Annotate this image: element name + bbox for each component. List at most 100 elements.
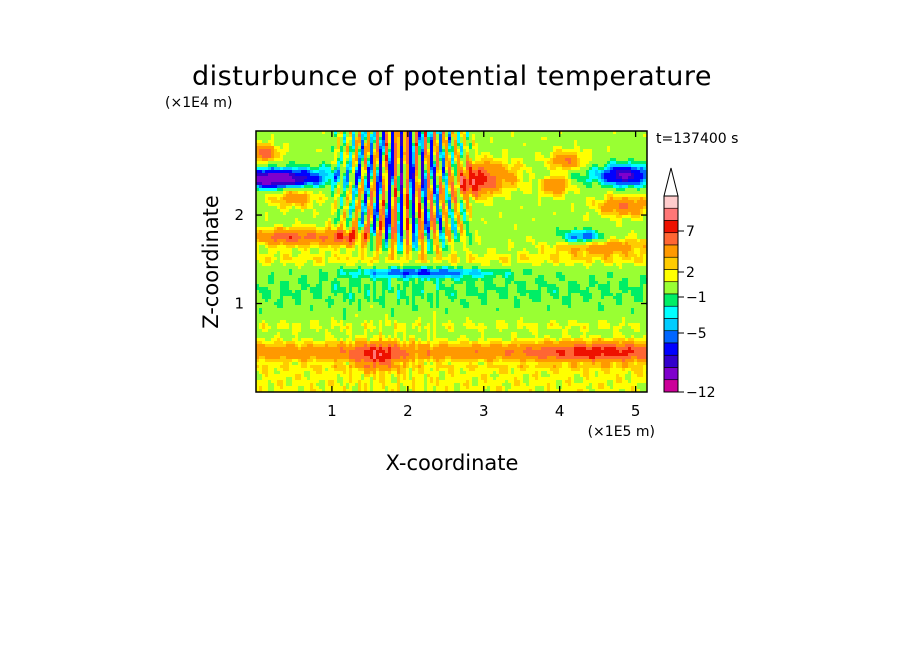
field-cell	[343, 218, 347, 222]
field-cell	[286, 221, 290, 225]
field-cell	[454, 131, 458, 135]
field-cell	[487, 203, 491, 207]
field-cell	[559, 173, 563, 177]
field-cell	[274, 206, 278, 210]
field-cell	[529, 167, 533, 171]
field-cell	[535, 242, 539, 246]
field-cell	[361, 167, 365, 171]
field-cell	[463, 170, 467, 174]
field-cell	[583, 167, 587, 171]
field-cell	[616, 224, 620, 228]
field-cell	[328, 173, 332, 177]
field-cell	[367, 182, 371, 186]
field-cell	[313, 164, 317, 168]
field-cell	[538, 200, 542, 204]
field-cell	[283, 245, 287, 249]
field-cell	[610, 239, 614, 243]
field-cell	[367, 185, 371, 189]
field-cell	[370, 230, 374, 234]
field-cell	[586, 239, 590, 243]
field-cell	[427, 215, 431, 219]
field-cell	[385, 167, 389, 171]
field-cell	[559, 188, 563, 192]
field-cell	[268, 170, 272, 174]
field-cell	[487, 194, 491, 198]
field-cell	[397, 191, 401, 195]
field-cell	[511, 239, 515, 243]
field-cell	[556, 236, 560, 240]
field-cell	[433, 194, 437, 198]
field-cell	[544, 188, 548, 192]
field-cell	[274, 218, 278, 222]
field-cell	[625, 182, 629, 186]
field-cell	[340, 173, 344, 177]
field-cell	[580, 233, 584, 237]
field-cell	[604, 209, 608, 213]
field-cell	[274, 239, 278, 243]
field-cell	[532, 143, 536, 147]
field-cell	[313, 179, 317, 183]
field-cell	[385, 176, 389, 180]
field-cell	[643, 185, 647, 189]
field-cell	[484, 173, 488, 177]
field-cell	[613, 179, 617, 183]
field-cell	[457, 149, 461, 153]
field-cell	[601, 140, 605, 144]
field-cell	[481, 137, 485, 141]
field-cell	[298, 227, 302, 231]
field-cell	[526, 191, 530, 195]
field-cell	[496, 170, 500, 174]
field-cell	[301, 164, 305, 168]
field-cell	[493, 185, 497, 189]
field-cell	[412, 176, 416, 180]
field-cell	[625, 167, 629, 171]
field-cell	[487, 158, 491, 162]
field-cell	[286, 242, 290, 246]
field-cell	[532, 134, 536, 138]
field-cell	[394, 173, 398, 177]
field-cell	[316, 152, 320, 156]
field-cell	[520, 221, 524, 225]
field-cell	[484, 152, 488, 156]
field-cell	[460, 221, 464, 225]
field-cell	[571, 215, 575, 219]
field-cell	[355, 188, 359, 192]
field-cell	[376, 191, 380, 195]
field-cell	[613, 242, 617, 246]
field-cell	[430, 200, 434, 204]
field-cell	[430, 188, 434, 192]
field-cell	[400, 137, 404, 141]
field-cell	[544, 179, 548, 183]
field-cell	[631, 170, 635, 174]
field-cell	[553, 143, 557, 147]
field-cell	[625, 215, 629, 219]
field-cell	[409, 143, 413, 147]
field-cell	[445, 200, 449, 204]
field-cell	[343, 185, 347, 189]
field-cell	[373, 197, 377, 201]
field-cell	[502, 158, 506, 162]
field-cell	[418, 230, 422, 234]
field-cell	[565, 173, 569, 177]
field-cell	[277, 140, 281, 144]
field-cell	[580, 161, 584, 165]
field-cell	[433, 176, 437, 180]
field-cell	[523, 212, 527, 216]
field-cell	[316, 179, 320, 183]
field-cell	[601, 221, 605, 225]
field-cell	[586, 164, 590, 168]
field-cell	[628, 167, 632, 171]
field-cell	[529, 143, 533, 147]
field-cell	[511, 167, 515, 171]
field-cell	[463, 134, 467, 138]
field-cell	[313, 242, 317, 246]
field-cell	[565, 242, 569, 246]
field-cell	[286, 188, 290, 192]
field-cell	[292, 146, 296, 150]
field-cell	[598, 224, 602, 228]
field-cell	[511, 209, 515, 213]
field-cell	[520, 131, 524, 135]
field-cell	[397, 176, 401, 180]
field-cell	[616, 197, 620, 201]
field-cell	[607, 212, 611, 216]
